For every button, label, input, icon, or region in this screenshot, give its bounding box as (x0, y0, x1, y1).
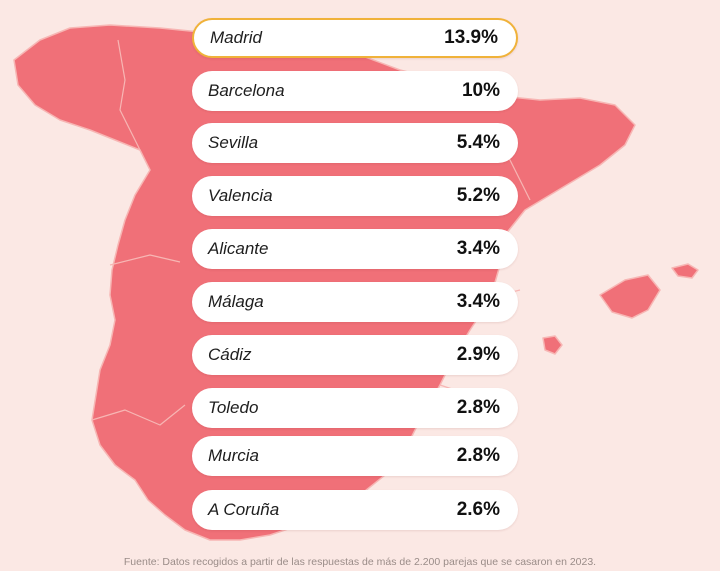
ibiza-shape (542, 335, 563, 355)
city-name: Valencia (208, 186, 273, 205)
city-row: Alicante 3.4% (192, 229, 518, 269)
city-percentage: 2.8% (456, 397, 500, 418)
city-name: Sevilla (208, 133, 259, 152)
city-name: Madrid (210, 28, 262, 47)
city-row: Toledo 2.8% (192, 388, 518, 428)
city-name: Málaga (208, 292, 264, 311)
menorca-shape (671, 263, 699, 279)
city-percentage: 5.2% (456, 185, 500, 206)
city-row: Málaga 3.4% (192, 282, 518, 322)
region-border-2 (109, 254, 181, 266)
city-row: Valencia 5.2% (192, 176, 518, 216)
city-name: Alicante (208, 239, 269, 258)
mallorca-shape (599, 274, 661, 319)
city-row: Madrid 13.9% (192, 18, 518, 58)
city-row: Barcelona 10% (192, 71, 518, 111)
region-border-1 (117, 39, 141, 151)
city-row: Cádiz 2.9% (192, 335, 518, 375)
city-percentage: 3.4% (456, 238, 500, 259)
city-name: Toledo (208, 398, 259, 417)
city-percentage: 13.9% (444, 27, 498, 48)
city-percentage: 2.9% (456, 344, 500, 365)
city-percentage: 10% (461, 80, 500, 101)
city-percentage: 2.8% (456, 445, 500, 466)
city-name: A Coruña (208, 500, 280, 519)
city-name: Murcia (208, 446, 260, 465)
region-border-3 (91, 404, 186, 426)
city-row: Murcia 2.8% (192, 436, 518, 476)
city-percentage: 5.4% (456, 132, 500, 153)
city-percentage: 3.4% (456, 291, 500, 312)
city-row: A Coruña 2.6% (192, 490, 518, 530)
city-name: Cádiz (208, 345, 252, 364)
city-row: Sevilla 5.4% (192, 123, 518, 163)
footnote: Fuente: Datos recogidos a partir de las … (123, 556, 597, 568)
city-name: Barcelona (208, 81, 285, 100)
city-percentage: 2.6% (456, 499, 500, 520)
